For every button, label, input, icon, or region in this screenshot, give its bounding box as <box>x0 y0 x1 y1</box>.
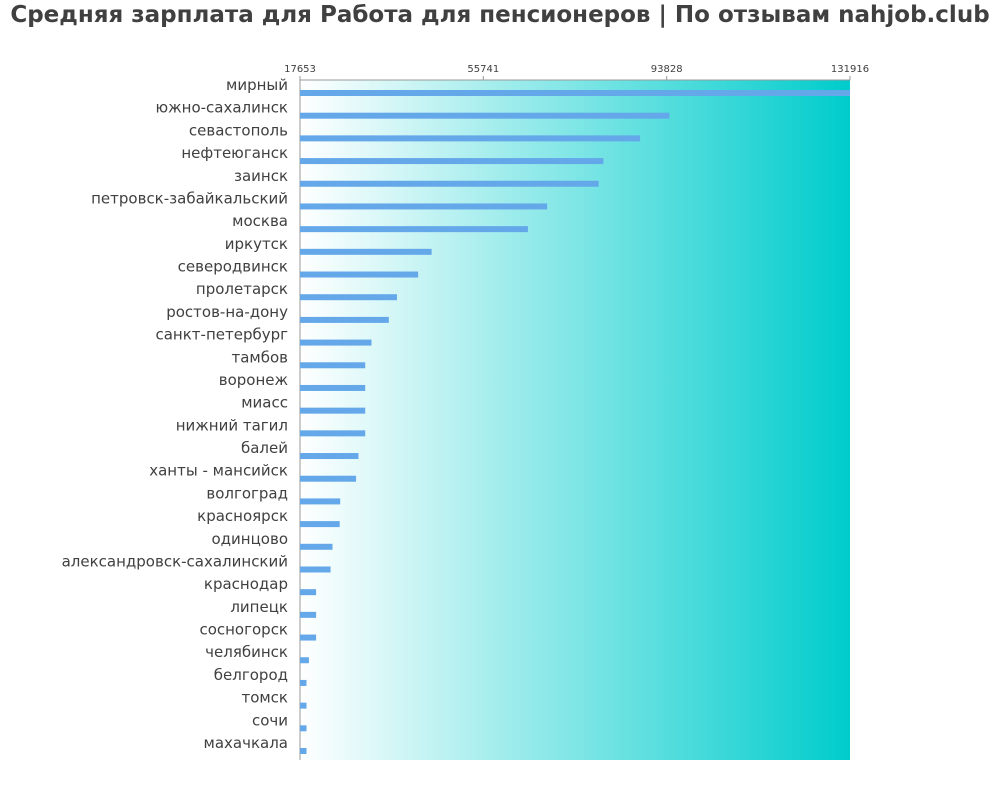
bar <box>300 748 307 754</box>
category-label: красноярск <box>197 507 288 525</box>
bar <box>300 725 307 732</box>
category-label: мирный <box>226 76 288 94</box>
category-label: нефтеюганск <box>181 144 288 162</box>
x-tick-label: 17653 <box>284 64 316 75</box>
category-label: александровск-сахалинский <box>62 552 288 570</box>
category-label: нижний тагил <box>176 416 288 434</box>
category-label: челябинск <box>205 643 288 661</box>
bar <box>300 498 341 505</box>
bar <box>300 384 366 391</box>
bar <box>300 634 317 641</box>
bar <box>300 407 366 414</box>
category-label: тамбов <box>231 348 288 366</box>
category-label: северодвинск <box>178 258 288 276</box>
bar <box>300 135 641 142</box>
category-label: ростов-на-дону <box>166 303 288 321</box>
bar <box>300 203 548 210</box>
category-label: севастополь <box>189 121 288 139</box>
category-label: сочи <box>252 711 288 729</box>
bar <box>300 226 528 233</box>
x-tick-label: 131916 <box>831 64 869 75</box>
bar <box>300 316 389 323</box>
category-label: балей <box>241 439 288 457</box>
bar <box>300 521 340 528</box>
category-label: иркутск <box>225 235 288 253</box>
category-labels: мирный южно-сахалинск севастополь нефтеюган… <box>62 76 289 752</box>
bar <box>300 566 331 573</box>
bar <box>300 702 307 709</box>
bar <box>300 611 317 618</box>
category-label: одинцово <box>211 530 288 548</box>
x-axis-ticks: 17653 55741 93828 131916 <box>284 64 869 80</box>
bar <box>300 589 317 596</box>
plot-background <box>300 80 850 760</box>
bar <box>300 158 604 165</box>
bar <box>300 453 359 460</box>
category-label: волгоград <box>206 484 288 502</box>
category-label: миасс <box>241 394 288 412</box>
category-label: липецк <box>230 598 288 616</box>
bar <box>300 543 333 550</box>
category-label: москва <box>232 212 288 230</box>
x-tick-label: 93828 <box>651 64 683 75</box>
bar <box>300 294 397 301</box>
bar <box>300 90 850 96</box>
category-label: заинск <box>234 167 288 185</box>
category-label: воронеж <box>219 371 288 389</box>
category-label: томск <box>241 689 288 707</box>
bar <box>300 362 366 369</box>
category-label: белгород <box>214 666 288 684</box>
category-label: южно-сахалинск <box>156 99 289 117</box>
category-label: санкт-петербург <box>155 326 288 344</box>
bar <box>300 248 432 255</box>
category-label: краснодар <box>204 575 288 593</box>
category-label: сосногорск <box>199 621 288 639</box>
category-label: ханты - мансийск <box>149 462 288 480</box>
bar <box>300 339 372 346</box>
bar <box>300 657 309 664</box>
category-label: петровск-забайкальский <box>91 189 288 207</box>
bar <box>300 679 307 686</box>
bar <box>300 271 419 278</box>
category-label: махачкала <box>204 734 288 752</box>
bar <box>300 180 599 187</box>
bar <box>300 430 366 437</box>
x-tick-label: 55741 <box>467 64 499 75</box>
category-label: пролетарск <box>196 280 288 298</box>
bars-group <box>300 90 850 754</box>
bar <box>300 475 357 482</box>
chart-title: Средняя зарплата для Работа для пенсионе… <box>10 2 990 28</box>
bar <box>300 112 670 119</box>
